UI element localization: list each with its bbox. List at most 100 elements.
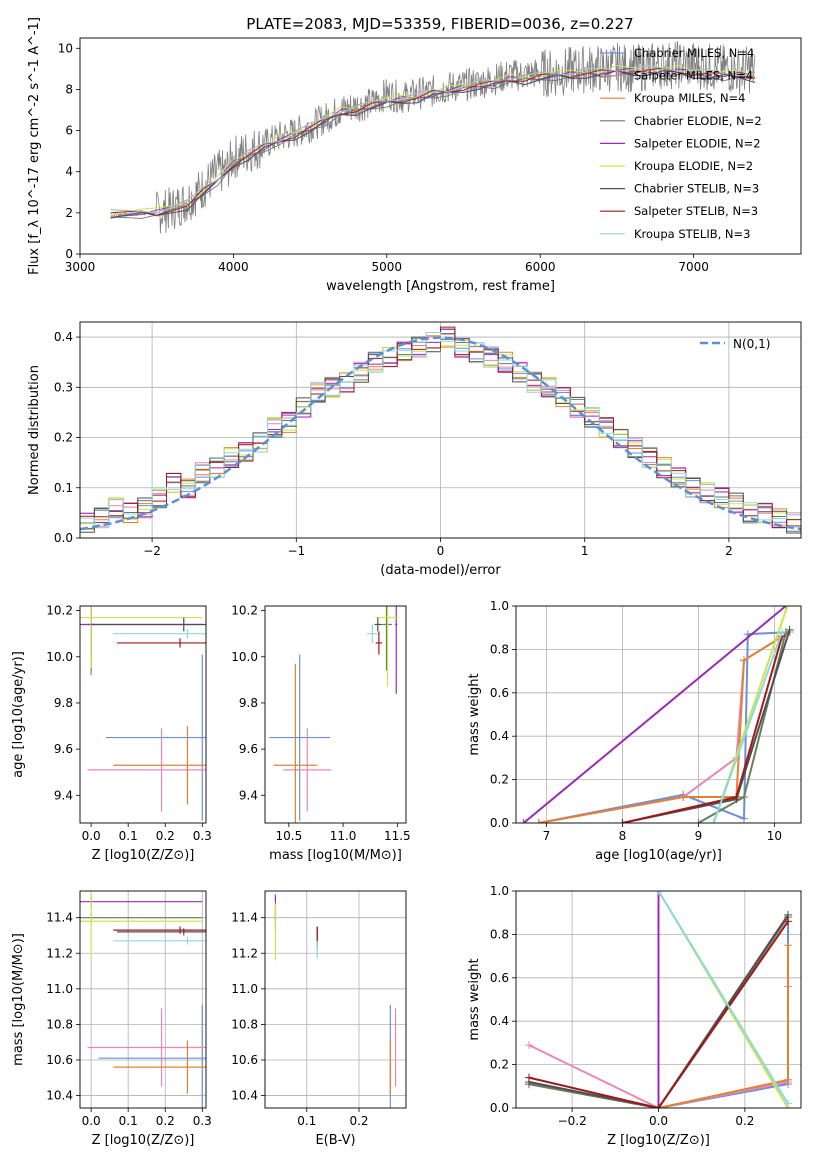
mass-weight-line bbox=[528, 914, 789, 1108]
model-spectrum-line bbox=[110, 64, 756, 216]
x-tick-label: 2 bbox=[725, 544, 733, 558]
mass-weight-marker bbox=[740, 814, 748, 823]
plot-area bbox=[80, 326, 801, 534]
y-tick-label: 0.4 bbox=[54, 330, 73, 344]
x-tick-label: 11.0 bbox=[330, 829, 357, 843]
mass-weight-vs-metallicity-panel: −0.2 0.0 0.2 0.0 0.2 0.4 0.6 0.8 1.0 Z [log10(Z/Z… bbox=[467, 884, 802, 1148]
plot-area bbox=[524, 891, 793, 1108]
x-tick-label: 11.5 bbox=[384, 829, 411, 843]
plot-area bbox=[274, 894, 397, 1108]
y-axis-label: age [log10(age/yr)] bbox=[11, 651, 26, 778]
mass-weight-marker bbox=[784, 1099, 793, 1108]
x-tick-label: 6000 bbox=[525, 260, 556, 274]
y-tick-label: 8 bbox=[65, 82, 73, 96]
mass-weight-marker bbox=[784, 1075, 793, 1084]
axes-frame bbox=[79, 890, 207, 1109]
legend-label: Salpeter MILES, N=4 bbox=[634, 69, 753, 83]
x-tick-label: 0.2 bbox=[156, 1114, 175, 1128]
mass-weight-marker bbox=[618, 819, 627, 823]
axes-frame bbox=[79, 321, 802, 539]
legend-label: Kroupa STELIB, N=3 bbox=[634, 227, 751, 241]
x-tick-label: 0.0 bbox=[649, 1114, 668, 1128]
y-tick-label: 10.0 bbox=[231, 650, 258, 664]
plot-area bbox=[80, 891, 206, 1108]
mass-weight-marker bbox=[783, 606, 792, 610]
x-tick-label: 1 bbox=[581, 544, 589, 558]
x-tick-label: 9 bbox=[695, 829, 703, 843]
y-tick-label: 11.2 bbox=[231, 946, 258, 960]
y-tick-label: 1.0 bbox=[490, 599, 509, 613]
x-tick-label: 0.2 bbox=[156, 829, 175, 843]
x-tick-label: 0 bbox=[437, 544, 445, 558]
x-axis-label: Z [log10(Z/Z⊙)] bbox=[607, 1133, 710, 1148]
y-tick-label: 0.4 bbox=[490, 1014, 509, 1028]
x-tick-label: 0.1 bbox=[297, 1114, 316, 1128]
x-axis-label: Z [log10(Z/Z⊙)] bbox=[92, 848, 195, 863]
x-tick-label: −1 bbox=[287, 544, 305, 558]
mass-weight-marker bbox=[654, 891, 663, 895]
x-tick-label: 0.2 bbox=[349, 1114, 368, 1128]
y-tick-label: 9.6 bbox=[239, 742, 258, 756]
mass-weight-line bbox=[538, 631, 791, 823]
y-axis-label: mass weight bbox=[467, 958, 482, 1040]
mass-weight-marker bbox=[784, 941, 793, 950]
mass-weight-line bbox=[657, 891, 789, 1105]
plot-area bbox=[519, 606, 794, 823]
y-tick-label: 9.4 bbox=[54, 788, 73, 802]
y-tick-label: 9.8 bbox=[239, 696, 258, 710]
y-tick-label: 9.6 bbox=[54, 742, 73, 756]
mass-weight-marker bbox=[709, 819, 718, 823]
x-axis-label: wavelength [Angstrom, rest frame] bbox=[326, 279, 555, 294]
plot-area bbox=[269, 606, 399, 823]
x-tick-label: 0.3 bbox=[193, 829, 212, 843]
mass-weight-marker bbox=[784, 917, 793, 926]
y-tick-label: 0.2 bbox=[490, 1058, 509, 1072]
legend-label: Chabrier ELODIE, N=2 bbox=[634, 114, 762, 128]
legend-label: Salpeter ELODIE, N=2 bbox=[634, 136, 761, 150]
mass-vs-metallicity-panel: 0.0 0.1 0.2 0.3 10.4 10.6 10.8 11.0 11.2 11.4 Z [l… bbox=[11, 890, 212, 1148]
y-tick-label: 0.0 bbox=[490, 816, 509, 830]
legend-label: Kroupa ELODIE, N=2 bbox=[634, 159, 753, 173]
y-tick-label: 0.2 bbox=[54, 431, 73, 445]
y-tick-label: 2 bbox=[65, 206, 73, 220]
axes-frame bbox=[79, 37, 802, 255]
x-tick-label: 4000 bbox=[218, 260, 249, 274]
y-tick-label: 10.6 bbox=[231, 1053, 258, 1067]
mass-weight-marker bbox=[778, 628, 786, 637]
mass-weight-marker bbox=[785, 625, 794, 634]
model-spectrum-line bbox=[110, 70, 756, 219]
x-tick-label: 0.3 bbox=[193, 1114, 212, 1128]
axes-frame bbox=[264, 890, 407, 1109]
y-tick-label: 1.0 bbox=[490, 884, 509, 898]
y-tick-label: 0.6 bbox=[490, 971, 509, 985]
x-axis-label: Z [log10(Z/Z⊙)] bbox=[92, 1133, 195, 1148]
y-axis-label: Normed distribution bbox=[27, 365, 42, 495]
y-axis-label: mass [log10(M/M⊙)] bbox=[11, 933, 26, 1066]
y-tick-label: 10.2 bbox=[46, 604, 73, 618]
x-tick-label: 5000 bbox=[372, 260, 403, 274]
y-tick-label: 11.4 bbox=[231, 911, 258, 925]
legend-label: N(0,1) bbox=[733, 337, 770, 351]
x-tick-label: 3000 bbox=[65, 260, 96, 274]
y-tick-label: 0.1 bbox=[54, 481, 73, 495]
y-tick-label: 10.8 bbox=[231, 1017, 258, 1031]
y-tick-label: 0.4 bbox=[490, 729, 509, 743]
y-tick-label: 11.0 bbox=[231, 982, 258, 996]
legend-label: Chabrier MILES, N=4 bbox=[634, 46, 754, 60]
spectrum-legend: Chabrier MILES, N=4 Salpeter MILES, N=4 Kr… bbox=[600, 46, 762, 241]
axes-frame bbox=[515, 605, 802, 824]
y-tick-label: 0 bbox=[65, 247, 73, 261]
axes-frame bbox=[264, 605, 407, 824]
plot-area bbox=[80, 606, 206, 821]
mass-weight-marker bbox=[654, 1104, 663, 1108]
y-tick-label: 10.4 bbox=[231, 1089, 258, 1103]
mass-vs-ebv-panel: 0.1 0.2 10.4 10.6 10.8 11.0 11.2 11.4 E(B-V) bbox=[231, 890, 407, 1148]
age-vs-metallicity-panel: 0.0 0.1 0.2 0.3 9.4 9.6 9.8 10.0 10.2 Z [log10(Z/… bbox=[11, 604, 212, 863]
y-axis-label: Flux [f_λ 10^-17 erg cm^-2 s^-1 A^-1] bbox=[27, 17, 42, 275]
mass-weight-marker bbox=[519, 819, 528, 823]
x-tick-label: −2 bbox=[143, 544, 161, 558]
mass-weight-vs-age-panel: 7 8 9 10 0.0 0.2 0.4 0.6 0.8 1.0 age [log10(age/yr… bbox=[467, 599, 802, 863]
mass-weight-line bbox=[712, 631, 783, 823]
y-tick-label: 10.6 bbox=[46, 1053, 73, 1067]
